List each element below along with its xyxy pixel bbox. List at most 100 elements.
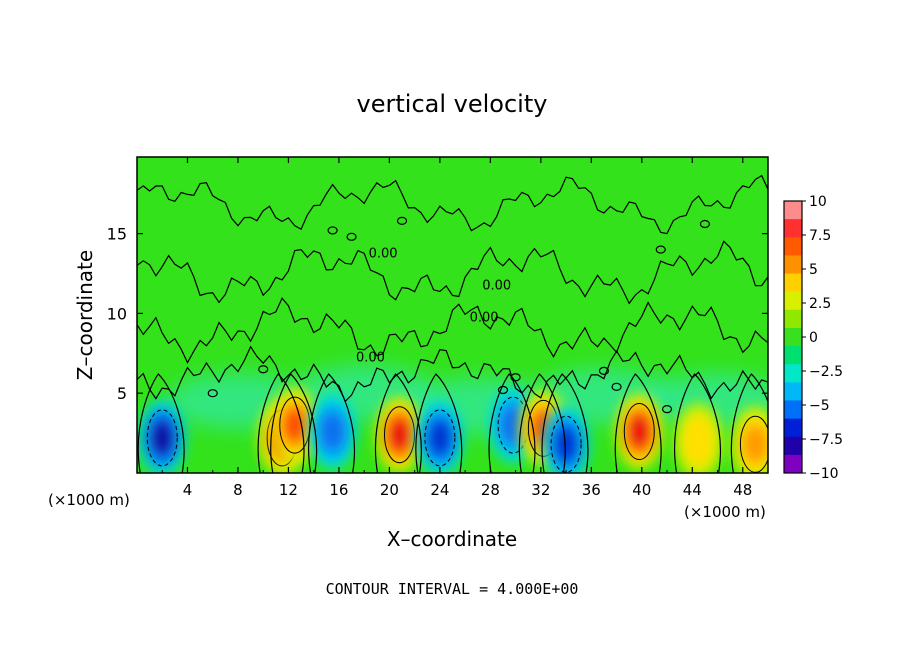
x-tick-label: 44	[683, 481, 702, 499]
velocity-cell	[308, 393, 357, 470]
band-patch	[647, 373, 768, 430]
velocity-cells	[138, 387, 768, 473]
cell-boundary	[374, 373, 422, 473]
x-axis-label: X–coordinate	[387, 527, 517, 551]
contour-label: 0.00	[470, 310, 499, 325]
colorbar-swatch	[784, 364, 802, 383]
colorbar-swatch	[784, 237, 802, 256]
x-tick-label: 40	[632, 481, 651, 499]
colorbar-swatch	[784, 418, 802, 438]
x-tick-label: 20	[380, 481, 399, 499]
colorbar-swatch	[784, 400, 802, 420]
y-tick-label: 5	[117, 384, 127, 403]
zero-contour	[137, 174, 768, 235]
colorbar-label: −7.5	[809, 432, 843, 448]
x-tick-label: 36	[582, 481, 601, 499]
colorbar-swatch	[784, 273, 802, 293]
velocity-cell	[375, 396, 424, 473]
cell-ring	[428, 421, 452, 455]
x-tick-label: 12	[279, 481, 298, 499]
y-tick-label: 15	[107, 225, 127, 244]
x-axis-ticks: 4 8 12 16 20 24 28 32 36 40 44 48	[161, 157, 752, 499]
contour-loop	[661, 405, 673, 414]
zero-contour	[137, 297, 768, 364]
cell-contour	[424, 409, 456, 467]
colorbar-swatch	[784, 255, 802, 275]
colorbar-swatch	[784, 291, 802, 311]
contour-loop	[497, 385, 509, 395]
cell-boundary	[730, 373, 768, 473]
cell-ring	[629, 416, 650, 447]
contour-loop	[327, 226, 338, 235]
x-tick-label: 8	[233, 481, 243, 499]
colorbar-swatch	[784, 382, 802, 401]
contour-loop	[346, 232, 357, 241]
velocity-cell	[138, 399, 187, 473]
cell-boundary	[257, 373, 305, 473]
colorbar-label: 7.5	[809, 228, 831, 244]
cell-ring	[152, 423, 173, 453]
colorbar-label: 5	[809, 262, 818, 278]
colorbar-label: 10	[809, 194, 827, 210]
contour-lines	[137, 174, 768, 473]
contour-loop	[207, 389, 218, 398]
x-tick-label: 28	[481, 481, 500, 499]
cell-ring	[283, 408, 307, 442]
plot-frame	[136, 156, 769, 474]
zero-contour	[137, 345, 768, 403]
velocity-cell	[615, 393, 664, 470]
cell-ring	[319, 411, 347, 452]
x-tick-label: 48	[733, 481, 752, 499]
cell-boundary	[518, 373, 566, 473]
contour-label: 0.00	[369, 247, 398, 262]
contour-loop	[396, 216, 408, 225]
x-unit-left: (×1000 m)	[48, 491, 130, 509]
x-tick-label: 24	[430, 481, 449, 499]
plot-area: 0.00 0.00 0.00 0.00	[137, 157, 768, 473]
cell-ring	[741, 424, 768, 465]
contour-interval-note: CONTOUR INTERVAL = 4.000E+00	[326, 580, 579, 598]
contour-loop	[598, 366, 610, 375]
y-axis-ticks: 5 10 15	[107, 225, 768, 403]
contour-labels: 0.00 0.00 0.00 0.00	[356, 247, 511, 366]
x-tick-label: 16	[329, 481, 348, 499]
x-tick-label: 4	[183, 481, 193, 499]
cell-boundary	[415, 373, 463, 473]
velocity-cell	[270, 387, 319, 464]
contour-loop	[510, 373, 521, 382]
y-axis-label: Z–coordinate	[73, 250, 97, 380]
x-unit-right: (×1000 m)	[684, 503, 766, 521]
velocity-cell	[674, 403, 723, 473]
velocity-cell	[415, 399, 464, 473]
cell-ring	[389, 420, 410, 450]
zero-contour	[137, 240, 768, 305]
colorbar-swatch	[784, 436, 802, 456]
contour-label: 0.00	[356, 350, 385, 365]
contour-loop	[258, 365, 269, 374]
contour-loop	[699, 219, 711, 229]
colorbar-label: 2.5	[809, 296, 831, 312]
cell-boundary	[488, 373, 536, 473]
velocity-cell	[542, 406, 591, 473]
colorbar-label: −2.5	[809, 364, 843, 380]
colorbar-swatch	[784, 454, 802, 474]
colorbar-swatch	[784, 219, 802, 238]
cell-contour	[550, 415, 582, 473]
velocity-cell	[731, 406, 768, 473]
cell-ring	[681, 415, 716, 467]
colorbar-label: 0	[809, 330, 818, 346]
cell-ring	[554, 427, 578, 462]
cell-boundary	[673, 373, 721, 473]
cell-boundary	[137, 373, 185, 473]
colorbar-swatch	[784, 201, 802, 220]
cell-boundary	[308, 373, 356, 473]
x-tick-label: 32	[531, 481, 550, 499]
contour-loop	[611, 382, 622, 391]
colorbar-swatch	[784, 327, 802, 347]
cell-contour	[146, 409, 178, 467]
y-tick-label: 10	[107, 304, 127, 323]
cell-contour	[383, 406, 415, 464]
colorbar-label: −10	[809, 466, 839, 482]
cell-contour	[623, 403, 655, 461]
